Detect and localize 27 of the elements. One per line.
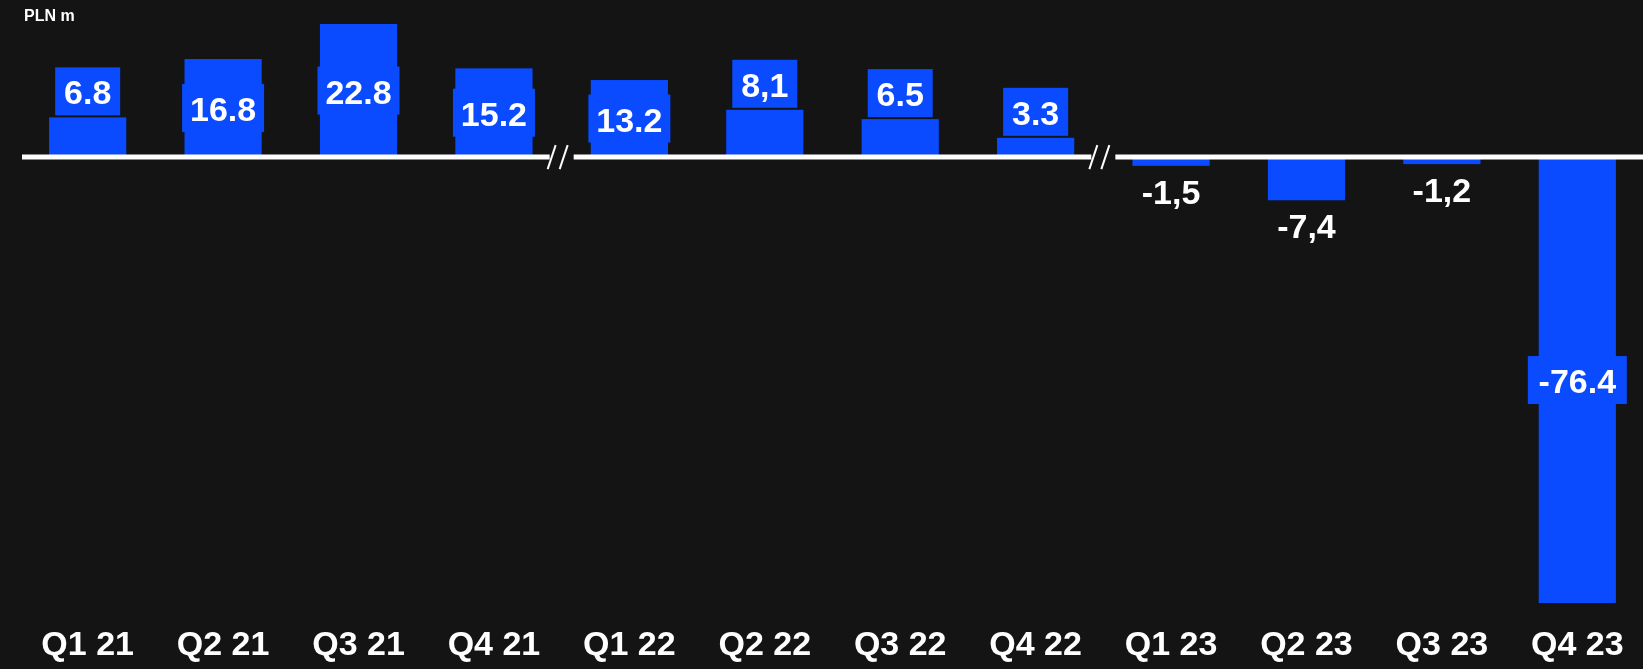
x-tick-label: Q3 23 — [1395, 624, 1489, 662]
data-label: 15.2 — [460, 94, 528, 133]
x-tick-label: Q1 21 — [41, 624, 134, 662]
chart-title: PLN m — [24, 7, 75, 25]
x-tick-label: Q4 21 — [447, 624, 541, 662]
data-label: -7,4 — [1277, 207, 1336, 246]
bar — [1267, 157, 1346, 201]
bar — [319, 24, 398, 158]
x-tick-label: Q1 22 — [583, 624, 676, 662]
data-label: -1,5 — [1141, 172, 1201, 211]
data-label: 6.8 — [64, 73, 112, 112]
data-label: 6.5 — [876, 75, 924, 114]
x-tick-label: Q2 22 — [718, 624, 812, 662]
x-tick-label: Q3 21 — [312, 624, 405, 662]
data-label: 13.2 — [596, 100, 663, 139]
data-label: -1,2 — [1412, 171, 1472, 210]
x-tick-label: Q2 21 — [176, 624, 270, 662]
data-label: 8,1 — [741, 65, 789, 104]
data-label: 16.8 — [190, 90, 257, 129]
x-tick-label: Q4 22 — [989, 624, 1082, 662]
x-tick-label: Q4 23 — [1531, 624, 1624, 662]
x-tick-label: Q3 22 — [853, 624, 947, 662]
x-tick-label: Q2 23 — [1260, 624, 1353, 662]
data-label: -76.4 — [1538, 362, 1617, 401]
data-label: 22.8 — [325, 72, 392, 111]
data-label: 3.3 — [1012, 93, 1060, 132]
x-tick-label: Q1 23 — [1124, 624, 1218, 662]
